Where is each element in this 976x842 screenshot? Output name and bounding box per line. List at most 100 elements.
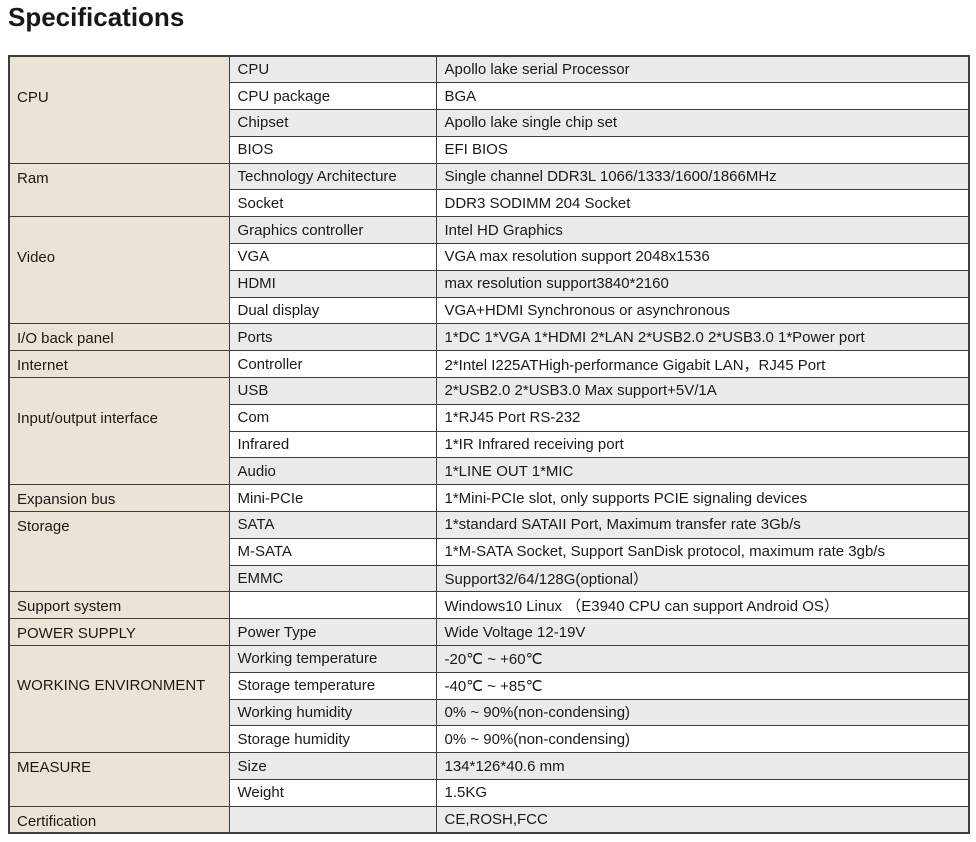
category-cell-certification: Certification <box>8 805 230 834</box>
spec-value: 1*RJ45 Port RS-232 <box>435 403 970 432</box>
category-cell-io-back-panel: I/O back panel <box>8 323 230 352</box>
spec-item: Working humidity <box>228 698 437 727</box>
spec-value: 1*standard SATAII Port, Maximum transfer… <box>435 511 970 539</box>
spec-item <box>228 805 437 834</box>
table-row: Internet Controller 2*Intel I225ATHigh-p… <box>8 350 970 379</box>
spec-value: 1.5KG <box>435 779 970 807</box>
spec-value: Wide Voltage 12-19V <box>435 618 970 647</box>
spec-item: Mini-PCIe <box>228 484 437 513</box>
spec-item: M-SATA <box>228 537 437 566</box>
spec-item: Storage temperature <box>228 671 437 700</box>
category-cell-measure: MEASURE <box>8 752 230 807</box>
spec-item: Ports <box>228 323 437 352</box>
table-row: Dual display VGA+HDMI Synchronous or asy… <box>9 296 970 325</box>
table-row: Ram Technology Architecture Single chann… <box>8 162 970 218</box>
table-row: WORKING ENVIRONMENT Working temperature … <box>8 645 970 754</box>
table-row: Chipset Apollo lake single chip set <box>9 109 970 137</box>
spec-value: Apollo lake single chip set <box>435 109 970 137</box>
spec-value: VGA max resolution support 2048x1536 <box>435 243 970 271</box>
spec-item: Weight <box>228 779 437 807</box>
category-cell-internet: Internet <box>8 350 230 379</box>
spec-item: BIOS <box>228 135 437 164</box>
spec-value: 134*126*40.6 mm <box>435 752 970 781</box>
spec-value: max resolution support3840*2160 <box>435 269 970 298</box>
spec-item: Dual display <box>228 296 437 325</box>
spec-item: Infrared <box>228 430 437 459</box>
table-row: Expansion bus Mini-PCIe 1*Mini-PCIe slot… <box>8 484 970 513</box>
spec-value: -20℃ ~ +60℃ <box>435 645 970 673</box>
spec-value: 1*DC 1*VGA 1*HDMI 2*LAN 2*USB2.0 2*USB3.… <box>435 323 970 352</box>
table-row: Storage temperature -40℃ ~ +85℃ <box>9 671 970 700</box>
spec-item: Size <box>228 752 437 781</box>
spec-item: Controller <box>228 350 437 379</box>
spec-value: 1*M-SATA Socket, Support SanDisk protoco… <box>435 537 970 566</box>
spec-item: SATA <box>228 511 437 539</box>
spec-value: Support32/64/128G(optional） <box>435 564 970 593</box>
spec-value: Single channel DDR3L 1066/1333/1600/1866… <box>435 162 970 191</box>
category-cell-video: Video <box>8 216 230 325</box>
table-row: Storage humidity 0% ~ 90%(non-condensing… <box>9 725 970 754</box>
table-row: VGA VGA max resolution support 2048x1536 <box>9 243 970 271</box>
table-row: Certification CE,ROSH,FCC <box>8 805 970 834</box>
page-title: Specifications <box>8 2 185 32</box>
spec-value: 1*Mini-PCIe slot, only supports PCIE sig… <box>435 484 970 513</box>
category-cell-working-environment: WORKING ENVIRONMENT <box>8 645 230 754</box>
table-row: M-SATA 1*M-SATA Socket, Support SanDisk … <box>9 537 970 566</box>
spec-value: Windows10 Linux （E3940 CPU can support A… <box>435 591 970 620</box>
spec-value: 2*USB2.0 2*USB3.0 Max support+5V/1A <box>435 377 970 405</box>
category-cell-power-supply: POWER SUPPLY <box>8 618 230 647</box>
category-cell-support-system: Support system <box>8 591 230 620</box>
table-row: CPU CPU Apollo lake serial Processor <box>8 55 970 164</box>
spec-item: Power Type <box>228 618 437 647</box>
spec-value: BGA <box>435 82 970 111</box>
table-row: Storage SATA 1*standard SATAII Port, Max… <box>8 511 970 593</box>
spec-value: 2*Intel I225ATHigh-performance Gigabit L… <box>435 350 970 379</box>
spec-item: Audio <box>228 457 437 486</box>
spec-value: CE,ROSH,FCC <box>435 805 970 834</box>
spec-item: Working temperature <box>228 645 437 673</box>
spec-item: Technology Architecture <box>228 162 437 191</box>
table-row: CPU package BGA <box>9 82 970 111</box>
table-row: MEASURE Size 134*126*40.6 mm <box>8 752 970 807</box>
spec-item: Chipset <box>228 109 437 137</box>
category-cell-expansion-bus: Expansion bus <box>8 484 230 513</box>
spec-item: Socket <box>228 189 437 218</box>
spec-item: USB <box>228 377 437 405</box>
spec-item: HDMI <box>228 269 437 298</box>
table-row: I/O back panel Ports 1*DC 1*VGA 1*HDMI 2… <box>8 323 970 352</box>
spec-value: Intel HD Graphics <box>435 216 970 245</box>
category-cell-input-output: Input/output interface <box>8 377 230 486</box>
category-cell-storage: Storage <box>8 511 230 593</box>
spec-item: Storage humidity <box>228 725 437 754</box>
spec-item <box>228 591 437 620</box>
specifications-table: CPU CPU Apollo lake serial Processor CPU… <box>8 55 970 835</box>
category-cell-cpu: CPU <box>8 55 230 164</box>
table-row: Support system Windows10 Linux （E3940 CP… <box>8 591 970 620</box>
spec-value: 1*IR Infrared receiving port <box>435 430 970 459</box>
table-row: Weight 1.5KG <box>9 779 970 807</box>
spec-item: VGA <box>228 243 437 271</box>
table-row: Video Graphics controller Intel HD Graph… <box>8 216 970 325</box>
spec-item: CPU package <box>228 82 437 111</box>
table-row: Input/output interface USB 2*USB2.0 2*US… <box>8 377 970 486</box>
table-row: Socket DDR3 SODIMM 204 Socket <box>9 189 970 218</box>
spec-value: Apollo lake serial Processor <box>435 55 970 84</box>
table-row: EMMC Support32/64/128G(optional） <box>9 564 970 593</box>
table-row: Com 1*RJ45 Port RS-232 <box>9 403 970 432</box>
spec-value: VGA+HDMI Synchronous or asynchronous <box>435 296 970 325</box>
spec-value: DDR3 SODIMM 204 Socket <box>435 189 970 218</box>
spec-item: Graphics controller <box>228 216 437 245</box>
spec-value: 1*LINE OUT 1*MIC <box>435 457 970 486</box>
spec-value: EFI BIOS <box>435 135 970 164</box>
spec-item: CPU <box>228 55 437 84</box>
table-row: POWER SUPPLY Power Type Wide Voltage 12-… <box>8 618 970 647</box>
table-row: Audio 1*LINE OUT 1*MIC <box>9 457 970 486</box>
spec-item: EMMC <box>228 564 437 593</box>
spec-item: Com <box>228 403 437 432</box>
spec-value: -40℃ ~ +85℃ <box>435 671 970 700</box>
table-row: BIOS EFI BIOS <box>9 135 970 164</box>
spec-value: 0% ~ 90%(non-condensing) <box>435 698 970 727</box>
spec-value: 0% ~ 90%(non-condensing) <box>435 725 970 754</box>
category-cell-ram: Ram <box>8 162 230 218</box>
